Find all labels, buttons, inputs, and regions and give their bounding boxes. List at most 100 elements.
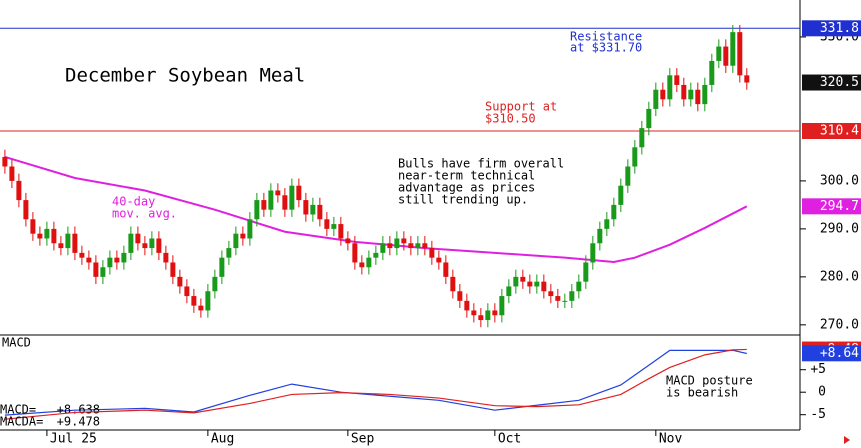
candle-body — [667, 75, 673, 100]
support-box — [802, 122, 861, 139]
level-note: at $331.70 — [570, 41, 642, 55]
candle-body — [366, 257, 372, 268]
candle-body — [457, 291, 463, 301]
moving-average-line — [4, 155, 748, 263]
candle-body — [401, 238, 407, 244]
candle-body — [394, 238, 400, 249]
candle-body — [93, 262, 99, 277]
candle-body — [583, 262, 589, 282]
candle-body — [520, 276, 526, 282]
candle-body — [219, 257, 225, 277]
macd-value-box — [802, 345, 861, 362]
candle-body — [611, 204, 617, 220]
candle-body — [156, 238, 162, 253]
candle-body — [485, 310, 491, 321]
candle-body — [723, 46, 729, 66]
candle-body — [660, 89, 666, 100]
candle-body — [149, 238, 155, 249]
candle-body — [688, 89, 694, 100]
candle-body — [310, 204, 316, 215]
resistance-label: 331.8 — [820, 21, 859, 36]
candle-body — [429, 248, 435, 258]
candle-body — [72, 233, 78, 253]
moving-average-label: 294.7 — [820, 199, 859, 214]
panel-title: MACD — [2, 336, 31, 350]
candle-body — [646, 108, 652, 129]
level-note: Resistance — [570, 30, 642, 44]
scroll-arrow[interactable] — [844, 436, 850, 444]
chart-title: December Soybean Meal — [65, 65, 305, 87]
candle-body — [198, 305, 204, 311]
level-note: Support at — [485, 100, 557, 114]
candle-body — [37, 233, 43, 239]
candle-body — [555, 296, 561, 301]
candle-body — [499, 296, 505, 316]
candle-body — [695, 89, 701, 105]
candle-body — [653, 89, 659, 109]
candle-body — [331, 224, 337, 229]
candle-body — [338, 224, 344, 239]
x-tick-label: Jul 25 — [50, 432, 97, 447]
candle-body — [58, 243, 64, 249]
support-label: 310.4 — [820, 123, 859, 138]
candle-body — [2, 156, 8, 167]
annotation: advantage as prices — [398, 181, 535, 195]
candle-body — [9, 166, 15, 181]
candle-body — [464, 300, 470, 311]
y-tick-label: 270.0 — [820, 317, 859, 332]
candle-body — [16, 180, 22, 201]
candle-body — [597, 228, 603, 244]
last-price-box — [802, 74, 861, 91]
candle-body — [737, 32, 743, 76]
candle-body — [233, 233, 239, 249]
candle-body — [387, 243, 393, 249]
y-tick-label: 290.0 — [820, 221, 859, 236]
x-tick-label: Oct — [498, 432, 521, 447]
x-tick-label: Sep — [351, 432, 375, 447]
candle-body — [289, 185, 295, 210]
annotation: Bulls have firm overall — [398, 157, 564, 171]
candle-body — [436, 257, 442, 263]
candle-body — [51, 228, 57, 244]
annotation: still trending up. — [398, 193, 528, 207]
candle-body — [142, 243, 148, 249]
candle-body — [170, 262, 176, 277]
candle-body — [275, 190, 281, 196]
candle-body — [247, 219, 253, 239]
candle-body — [226, 248, 232, 258]
candle-body — [177, 276, 183, 287]
candle-body — [44, 228, 50, 239]
candle-body — [296, 185, 302, 201]
candle-body — [359, 262, 365, 268]
candle-body — [415, 243, 421, 249]
candle-body — [317, 204, 323, 220]
candle-body — [261, 200, 267, 210]
candle-body — [730, 32, 736, 66]
candle-body — [373, 252, 379, 258]
annotation: is bearish — [666, 386, 738, 400]
candle-body — [590, 243, 596, 263]
y-tick-label: 300.0 — [820, 173, 859, 188]
y-tick-label: -5 — [810, 407, 826, 422]
candle-body — [23, 200, 29, 220]
candle-body — [471, 310, 477, 316]
candle-body — [114, 257, 120, 263]
candle-body — [639, 128, 645, 148]
candle-body — [534, 281, 540, 287]
candle-body — [240, 233, 246, 239]
candle-body — [107, 257, 113, 268]
candle-body — [618, 185, 624, 205]
candle-body — [128, 233, 134, 253]
annotation: near-term technical — [398, 169, 535, 183]
candle-body — [702, 84, 708, 105]
candle-body — [205, 291, 211, 311]
candle-body — [121, 252, 127, 263]
candle-body — [352, 243, 358, 263]
readout-name: MACD= — [0, 403, 36, 417]
candle-body — [345, 238, 351, 244]
candle-body — [163, 252, 169, 263]
candle-body — [443, 262, 449, 277]
